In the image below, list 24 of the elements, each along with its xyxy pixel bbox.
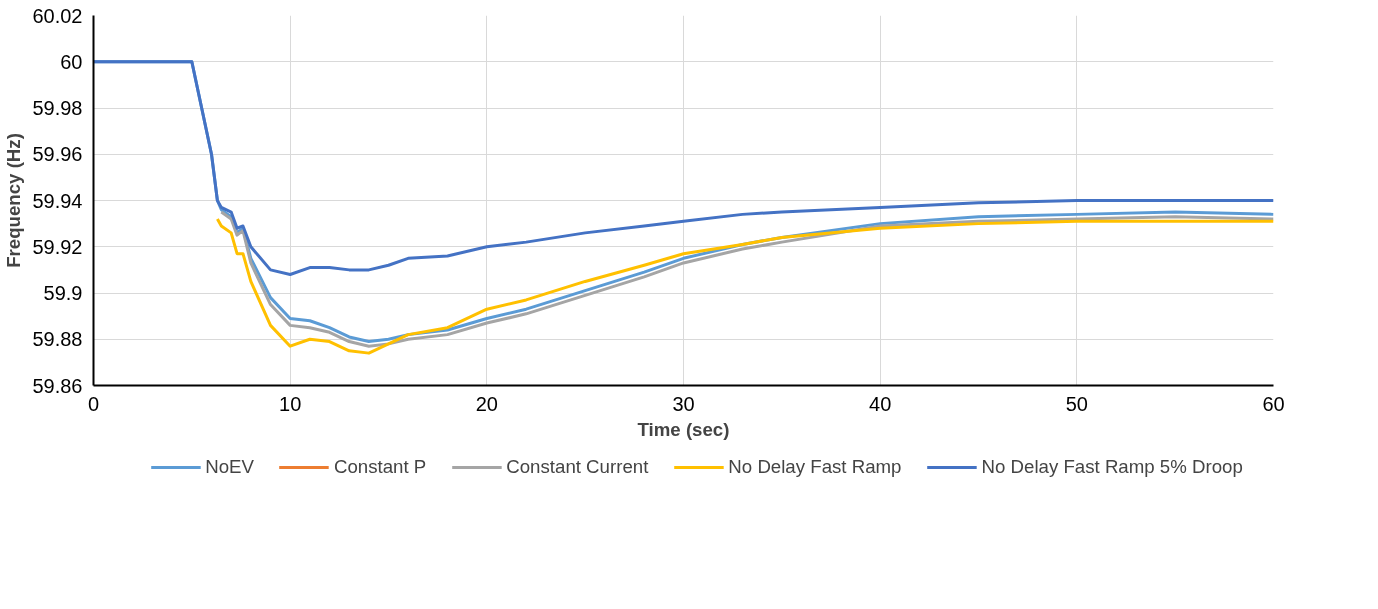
legend-label: Constant P xyxy=(333,456,427,478)
x-tick-label: 10 xyxy=(279,392,302,415)
x-tick-label: 30 xyxy=(672,392,695,415)
x-axis-title: Time (sec) xyxy=(637,418,730,440)
y-tick-label: 59.96 xyxy=(32,143,83,166)
legend-label: No Delay Fast Ramp 5% Droop xyxy=(981,456,1243,478)
legend-label: NoEV xyxy=(205,456,254,478)
x-tick-label: 60 xyxy=(1262,392,1285,415)
legend-label: No Delay Fast Ramp xyxy=(728,456,902,478)
y-tick-label: 59.94 xyxy=(32,189,83,212)
y-tick-label: 59.88 xyxy=(32,328,83,351)
x-tick-label: 20 xyxy=(475,392,498,415)
y-tick-label: 59.98 xyxy=(32,97,83,119)
line-series xyxy=(93,60,1274,276)
y-tick-label: 60.02 xyxy=(32,4,83,27)
x-tick-label: 40 xyxy=(869,392,892,415)
y-tick-label: 59.92 xyxy=(32,235,83,258)
y-tick-label: 59.9 xyxy=(43,282,83,304)
legend-label: Constant Current xyxy=(506,456,649,478)
y-tick-label: 59.86 xyxy=(32,374,83,397)
x-tick-label: 50 xyxy=(1065,392,1088,415)
x-tick-label: 0 xyxy=(87,392,100,415)
y-tick-label: 60 xyxy=(60,50,83,73)
y-axis-title: Frequency (Hz) xyxy=(3,133,25,268)
